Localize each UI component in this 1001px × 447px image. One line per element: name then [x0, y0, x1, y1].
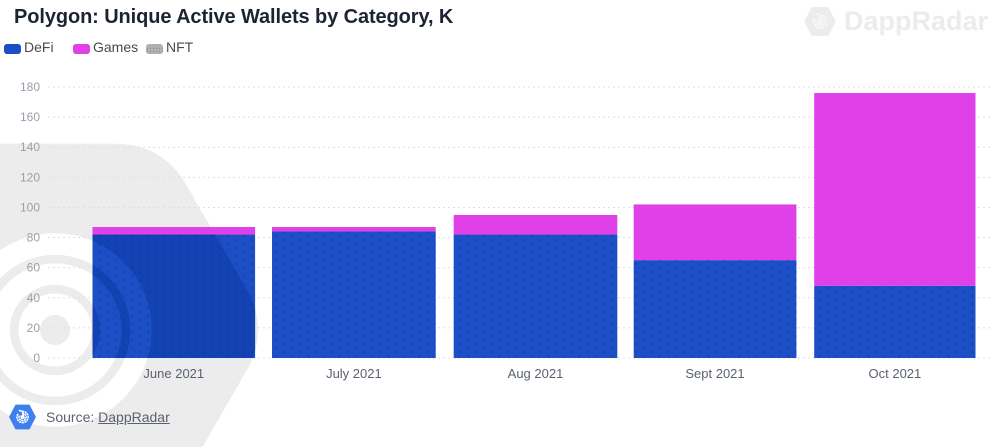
svg-text:July 2021: July 2021: [326, 366, 382, 381]
svg-text:80: 80: [27, 231, 41, 245]
svg-text:20: 20: [27, 321, 41, 335]
svg-text:Oct 2021: Oct 2021: [869, 366, 922, 381]
svg-text:40: 40: [27, 291, 41, 305]
svg-text:120: 120: [20, 170, 40, 184]
svg-text:160: 160: [20, 110, 40, 124]
svg-text:0: 0: [33, 351, 40, 365]
svg-text:100: 100: [20, 200, 40, 214]
svg-text:180: 180: [20, 80, 40, 94]
svg-text:Sept 2021: Sept 2021: [685, 366, 744, 381]
svg-text:140: 140: [20, 140, 40, 154]
svg-text:Aug 2021: Aug 2021: [508, 366, 564, 381]
svg-text:60: 60: [27, 261, 41, 275]
svg-text:June 2021: June 2021: [143, 366, 204, 381]
